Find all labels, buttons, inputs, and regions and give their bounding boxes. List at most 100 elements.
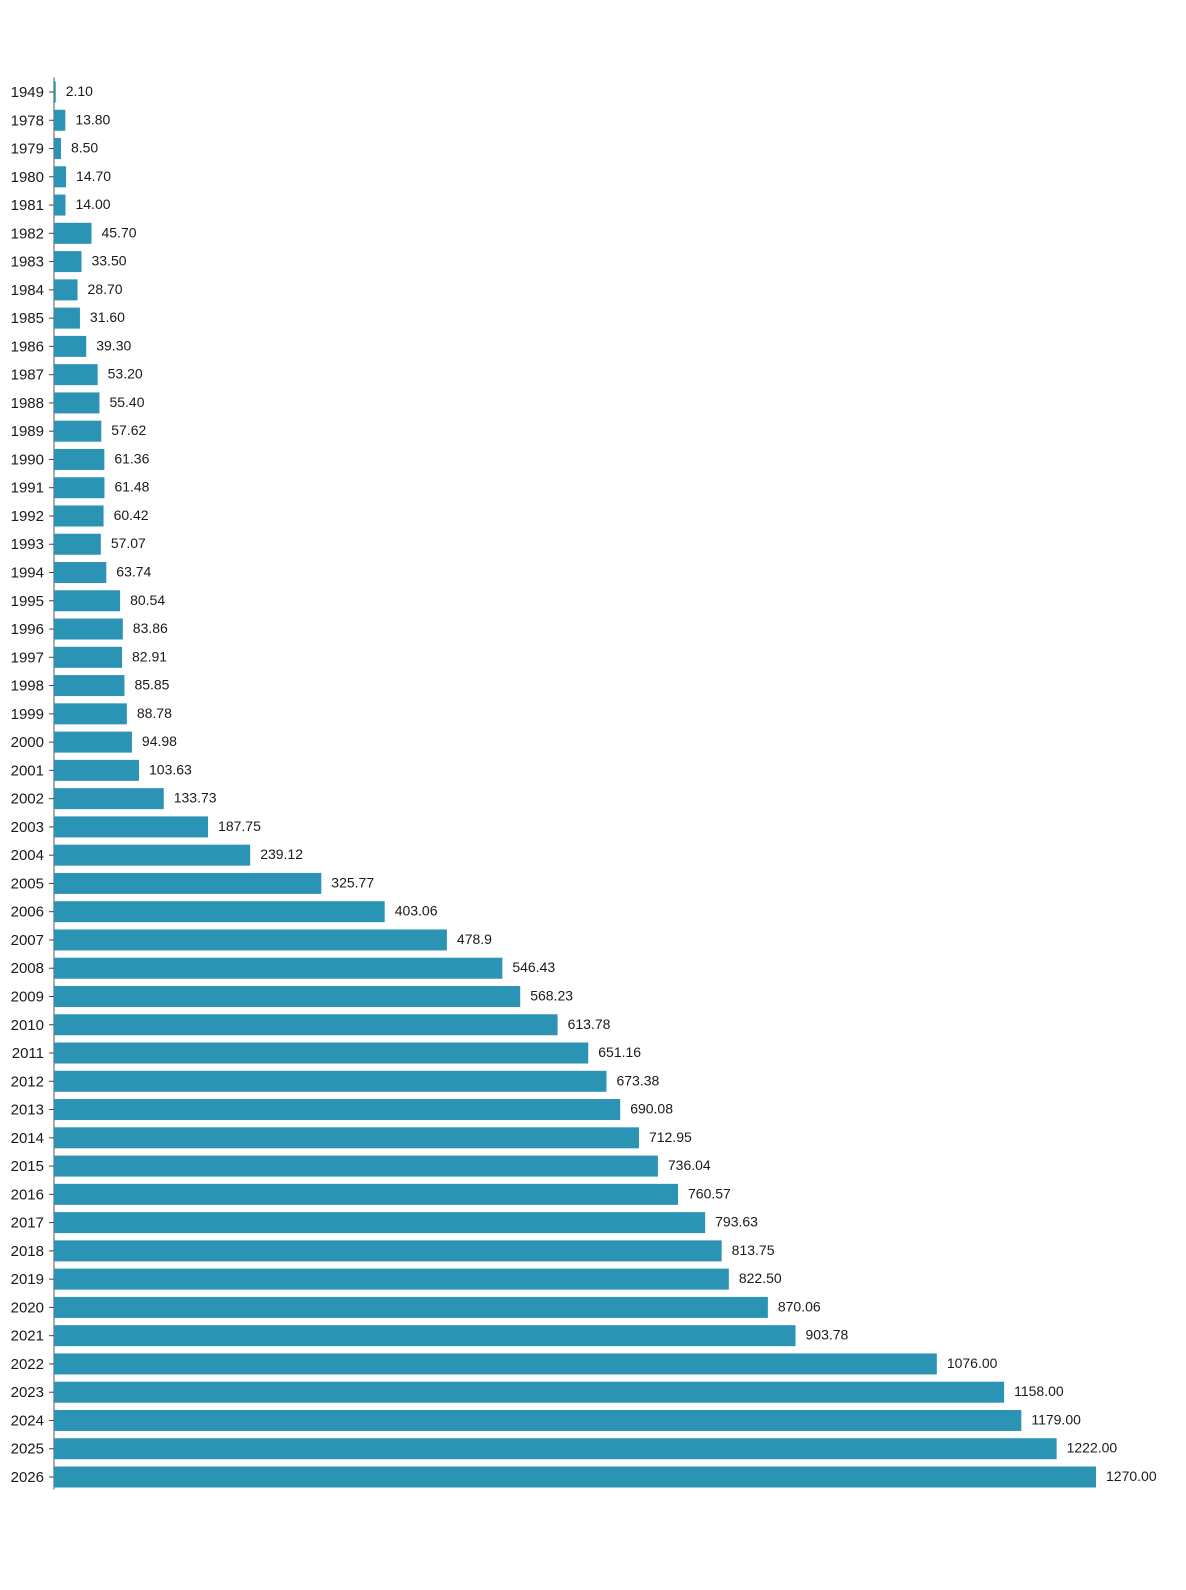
bar-2023 [54,1381,1005,1403]
y-tick-label: 1986 [11,338,44,355]
y-tick-label: 2024 [11,1412,44,1429]
bar-1989 [54,420,102,442]
data-label-1994: 63.74 [116,564,151,580]
y-tick-label: 1978 [11,112,44,129]
bar-1995 [54,590,121,612]
bar-2015 [54,1155,658,1177]
bar-2026 [54,1466,1096,1488]
bar-2005 [54,872,322,894]
bar-1981 [54,194,66,216]
bar-2001 [54,759,140,781]
bar-2021 [54,1325,796,1347]
y-tick-label: 2002 [11,791,44,808]
bar-2009 [54,985,521,1007]
y-tick-label: 1993 [11,536,44,553]
y-tick-label: 1989 [11,423,44,440]
bar-2008 [54,957,503,979]
bar-2024 [54,1409,1022,1431]
data-label-1979: 8.50 [71,140,98,156]
bar-1999 [54,703,127,725]
bar-1990 [54,448,105,470]
y-tick-label: 2018 [11,1243,44,1260]
bar-1994 [54,562,107,584]
data-label-2010: 613.78 [568,1016,611,1032]
data-label-2017: 793.63 [715,1214,758,1230]
bar-2002 [54,788,164,810]
bar-2017 [54,1212,706,1234]
y-tick-label: 2019 [11,1271,44,1288]
data-label-1998: 85.85 [134,677,169,693]
y-tick-label: 2015 [11,1158,44,1175]
data-label-2020: 870.06 [778,1298,821,1314]
bar-2000 [54,731,132,753]
data-label-2018: 813.75 [732,1242,775,1258]
bar-2020 [54,1296,768,1318]
y-tick-label: 2005 [11,875,44,892]
data-label-2026: 1270.00 [1106,1468,1157,1484]
data-label-2015: 736.04 [668,1157,711,1173]
y-tick-label: 1997 [11,649,44,666]
data-label-2000: 94.98 [142,733,177,749]
data-label-1992: 60.42 [114,507,149,523]
y-tick-label: 2023 [11,1384,44,1401]
bar-1980 [54,166,67,188]
data-label-2001: 103.63 [149,761,192,777]
y-tick-label: 2017 [11,1215,44,1232]
data-label-1986: 39.30 [96,337,131,353]
y-tick-label: 2007 [11,932,44,949]
data-label-2024: 1179.00 [1031,1411,1081,1427]
y-tick-label: 1992 [11,508,44,525]
data-label-2002: 133.73 [174,790,217,806]
y-tick-label: 2003 [11,819,44,836]
y-tick-label: 1949 [11,84,44,101]
y-tick-label: 1998 [11,678,44,695]
data-label-1978: 13.80 [75,111,110,127]
y-tick-label: 2001 [11,762,44,779]
data-label-1981: 14.00 [75,196,110,212]
data-label-1989: 57.62 [111,422,146,438]
y-tick-label: 1999 [11,706,44,723]
bar-1997 [54,646,123,668]
bar-1983 [54,251,82,273]
data-label-1984: 28.70 [88,281,123,297]
y-tick-label: 2016 [11,1186,44,1203]
y-tick-label: 2009 [11,988,44,1005]
data-label-1999: 88.78 [137,705,172,721]
y-tick-label: 2006 [11,904,44,921]
bar-2025 [54,1438,1057,1460]
data-label-1980: 14.70 [76,168,111,184]
bar-2007 [54,929,447,951]
bar-1998 [54,675,125,697]
data-label-1993: 57.07 [111,535,146,551]
y-tick-label: 1984 [11,282,44,299]
y-tick-label: 1990 [11,451,44,468]
bar-1996 [54,618,123,640]
data-label-2012: 673.38 [616,1072,659,1088]
data-label-2006: 403.06 [395,903,438,919]
bar-2014 [54,1127,639,1149]
data-label-2011: 651.16 [598,1044,641,1060]
bar-2019 [54,1268,729,1290]
data-label-2005: 325.77 [331,874,374,890]
data-label-2004: 239.12 [260,846,303,862]
bar-2003 [54,816,209,838]
bar-2018 [54,1240,722,1262]
bar-1986 [54,335,87,357]
bar-1988 [54,392,100,414]
bar-2016 [54,1183,679,1205]
data-label-1983: 33.50 [91,253,126,269]
y-tick-label: 1981 [11,197,44,214]
y-tick-label: 2012 [11,1073,44,1090]
data-label-2023: 1158.00 [1014,1383,1064,1399]
data-label-2008: 546.43 [512,959,555,975]
data-label-2016: 760.57 [688,1185,731,1201]
bar-1978 [54,109,66,131]
bar-2010 [54,1014,558,1036]
data-label-1990: 61.36 [114,450,149,466]
data-label-1991: 61.48 [114,479,149,495]
data-label-2013: 690.08 [630,1101,673,1117]
data-label-1982: 45.70 [101,224,136,240]
y-tick-label: 2014 [11,1130,44,1147]
y-tick-label: 2010 [11,1017,44,1034]
bar-1992 [54,505,104,527]
